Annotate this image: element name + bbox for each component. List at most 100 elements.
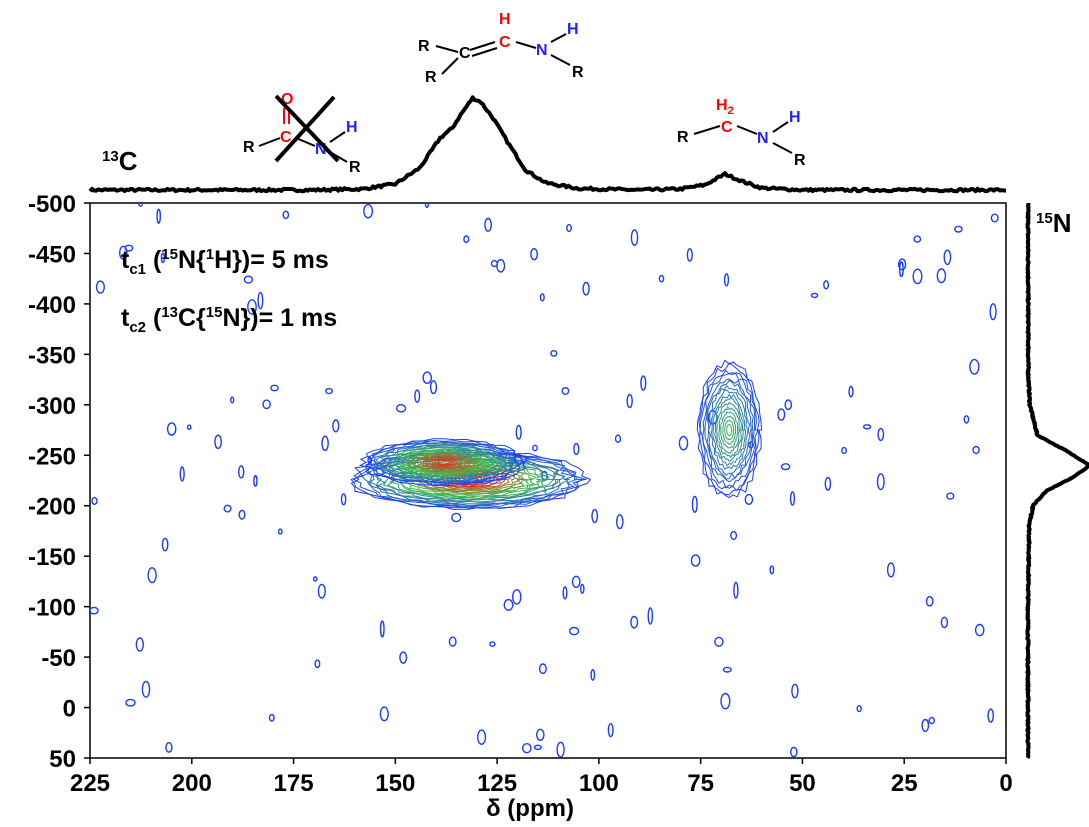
noise-blob [886, 562, 895, 578]
x-tick-label: 75 [687, 770, 714, 797]
contour-level [714, 398, 744, 462]
noise-blob [562, 586, 568, 600]
svg-text:R: R [349, 159, 361, 176]
noise-blob [422, 371, 433, 385]
y-tick-label: 0 [63, 696, 76, 723]
y-tick-label: 50 [49, 746, 76, 773]
contour-level [708, 384, 751, 476]
svg-text:N: N [536, 42, 548, 59]
noise-blob [690, 554, 701, 567]
contour-level [424, 456, 464, 469]
contour-level [716, 401, 743, 459]
contour-level [418, 466, 521, 493]
amide-structure-crossed: R C O N H R [243, 91, 361, 176]
noise-blob [946, 492, 955, 500]
noise-blob [135, 637, 145, 652]
noise-blob [515, 424, 522, 440]
noise-blob [987, 708, 995, 723]
x-tick-label: 175 [274, 770, 314, 797]
nitrogen-15-projection [1025, 202, 1089, 759]
noise-blob [925, 596, 934, 607]
contour-level [726, 423, 733, 437]
noise-blob [489, 641, 496, 647]
noise-blob [512, 589, 522, 605]
contour-level [712, 393, 747, 467]
noise-blob [769, 565, 775, 575]
noise-blob [897, 258, 907, 271]
contour-level [718, 405, 741, 454]
svg-text:C: C [459, 45, 471, 62]
noise-blob [580, 583, 585, 594]
y-tick-label: -200 [28, 494, 76, 521]
contour-level [360, 452, 577, 508]
contour-level [722, 415, 737, 446]
noise-blob [877, 427, 885, 442]
noise-blob [921, 718, 930, 733]
contour-level [720, 411, 739, 449]
noise-blob [630, 229, 639, 247]
noise-blob [626, 393, 633, 409]
contour-level [368, 439, 520, 484]
svg-text:R: R [243, 139, 255, 156]
y-tick-label: -350 [28, 342, 76, 369]
noise-blob [363, 203, 374, 219]
y-axis-ticks: -500-450-400-350-300-250-200-150-100-500… [28, 191, 90, 773]
noise-blob [791, 683, 799, 699]
x-tick-label: 25 [891, 770, 918, 797]
noise-blob [321, 435, 329, 452]
svg-text:R: R [572, 64, 584, 81]
noise-blob [156, 208, 161, 224]
noise-blob [591, 508, 599, 524]
svg-text:N: N [315, 141, 327, 158]
contour-level [706, 379, 753, 480]
noise-blob [166, 422, 177, 436]
contour-level [376, 457, 559, 504]
noise-blob [550, 349, 558, 357]
noise-blob [268, 713, 275, 722]
contour-level [413, 452, 477, 472]
noise-blob [186, 424, 192, 431]
noise-blob [630, 615, 639, 629]
x-tick-label: 150 [375, 770, 415, 797]
noise-blob [862, 424, 872, 430]
noise-blob [282, 210, 290, 220]
noise-blob [317, 583, 326, 599]
noise-blob [678, 435, 689, 451]
noise-blob [614, 434, 622, 444]
noise-blob [722, 666, 732, 673]
svg-text:N: N [757, 130, 769, 147]
svg-text:C: C [280, 129, 292, 146]
contour-level [699, 369, 759, 492]
svg-text:R: R [418, 38, 430, 55]
contour-level [427, 457, 461, 468]
noise-blob [238, 509, 246, 520]
noise-blob [424, 203, 430, 209]
contour-level [421, 455, 468, 469]
noise-blob [539, 293, 545, 302]
noise-blob [723, 273, 730, 287]
noise-blob [536, 728, 545, 741]
svg-text:C: C [499, 34, 511, 51]
noise-blob [90, 606, 99, 615]
noise-blob [253, 474, 258, 487]
noise-blob [277, 528, 283, 535]
noise-blob [561, 387, 570, 396]
noise-blob [990, 213, 999, 223]
noise-blob [912, 268, 923, 285]
noise-blob [573, 442, 580, 456]
noise-blob [496, 258, 506, 273]
contour-level [704, 378, 754, 483]
noise-blob [972, 445, 980, 455]
svg-text:H: H [567, 21, 579, 38]
noise-blob [940, 616, 949, 629]
noise-blob [379, 706, 389, 722]
x-tick-label: 225 [70, 770, 110, 797]
noise-blob [95, 280, 106, 294]
noise-blob [974, 623, 985, 637]
y-tick-label: -100 [28, 595, 76, 622]
amine-structure: R C H2 N H R [677, 97, 806, 169]
svg-text:H: H [789, 109, 801, 126]
noise-blob [686, 248, 693, 262]
noise-blob [332, 419, 340, 433]
